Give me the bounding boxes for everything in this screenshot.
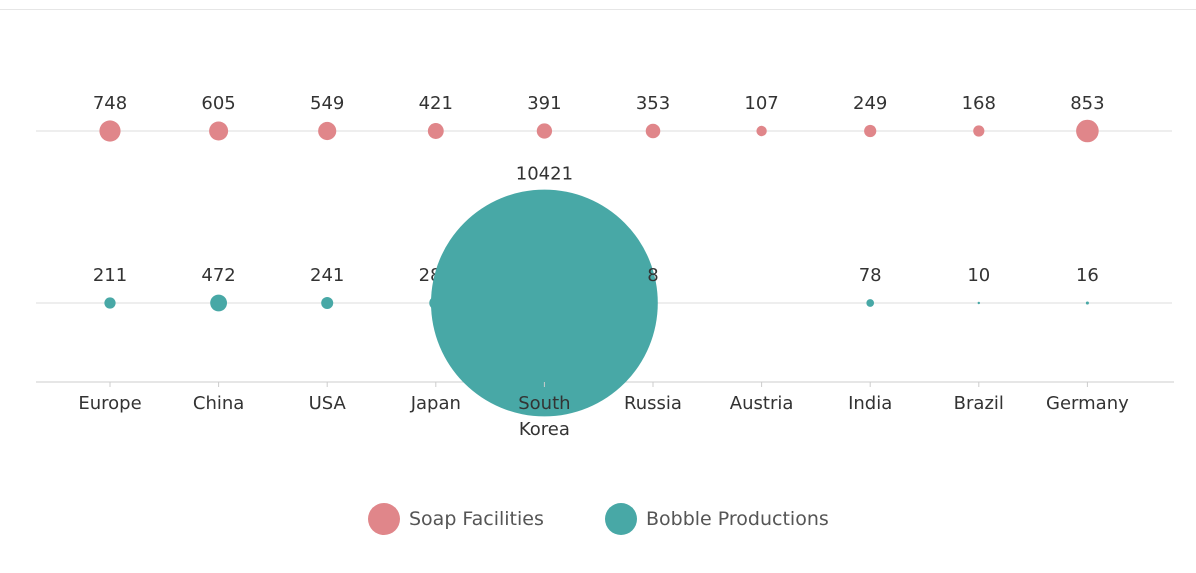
bubble-soap-facilities-south-korea [536,123,553,139]
legend: Soap Facilities Bobble Productions [0,501,1196,541]
tick-label-europe: Europe [78,393,141,414]
legend-item-soap-facilities[interactable]: Soap Facilities [368,501,544,537]
data-label-soap-facilities-india: 249 [853,93,887,114]
tick-label-south-korea: South Korea [518,393,570,440]
bubble-bobble-productions-usa [321,296,334,310]
data-label-soap-facilities-china: 605 [201,93,235,114]
tick-label-austria: Austria [730,393,794,414]
bubble-chart: 7486055494213913531072491688532114722412… [36,93,1174,440]
legend-swatch-bobble-productions [605,503,637,535]
data-label-bobble-productions-china: 472 [201,265,235,286]
bubble-soap-facilities-india [864,124,877,138]
bubble-soap-facilities-russia [645,123,661,139]
data-label-soap-facilities-germany: 853 [1070,93,1104,114]
tick-label-japan: Japan [410,393,461,414]
bubble-bobble-productions-china [210,294,228,312]
bubble-soap-facilities-china [209,121,229,141]
bubble-soap-facilities-europe [99,120,121,142]
bubble-bobble-productions-russia [651,301,655,305]
tick-label-russia: Russia [624,393,682,414]
bubble-soap-facilities-usa [318,121,337,141]
tick-label-usa: USA [309,393,347,414]
data-label-soap-facilities-usa: 549 [310,93,344,114]
bubble-bobble-productions-europe [104,297,116,309]
bubble-bobble-productions-india [866,299,875,307]
bubble-soap-facilities-brazil [973,125,985,137]
data-label-soap-facilities-austria: 107 [744,93,778,114]
data-label-bobble-productions-russia: 8 [647,265,658,286]
data-label-bobble-productions-germany: 16 [1076,265,1099,286]
tick-label-china: China [193,393,244,414]
data-label-soap-facilities-europe: 748 [93,93,127,114]
tick-label-india: India [848,393,892,414]
bubble-bobble-productions-brazil [977,301,981,305]
data-label-bobble-productions-brazil: 10 [967,265,990,286]
bubble-soap-facilities-japan [427,123,444,139]
top-divider [0,9,1196,10]
legend-item-bobble-productions[interactable]: Bobble Productions [605,501,829,537]
tick-label-brazil: Brazil [954,393,1004,414]
data-label-soap-facilities-japan: 421 [419,93,453,114]
data-label-bobble-productions-india: 78 [859,265,882,286]
bubble-bobble-productions-germany [1085,301,1089,305]
legend-swatch-soap-facilities [368,503,400,535]
data-label-soap-facilities-south-korea: 391 [527,93,561,114]
data-label-soap-facilities-russia: 353 [636,93,670,114]
bubble-soap-facilities-austria [756,125,767,137]
data-label-soap-facilities-brazil: 168 [962,93,996,114]
bubble-bobble-productions-south-korea [431,189,658,417]
data-label-bobble-productions-south-korea: 10421 [516,164,573,185]
data-label-bobble-productions-usa: 241 [310,265,344,286]
legend-label-bobble-productions: Bobble Productions [646,508,829,530]
tick-label-germany: Germany [1046,393,1129,414]
data-label-bobble-productions-europe: 211 [93,265,127,286]
legend-label-soap-facilities: Soap Facilities [409,508,544,530]
bubble-soap-facilities-germany [1076,119,1099,143]
